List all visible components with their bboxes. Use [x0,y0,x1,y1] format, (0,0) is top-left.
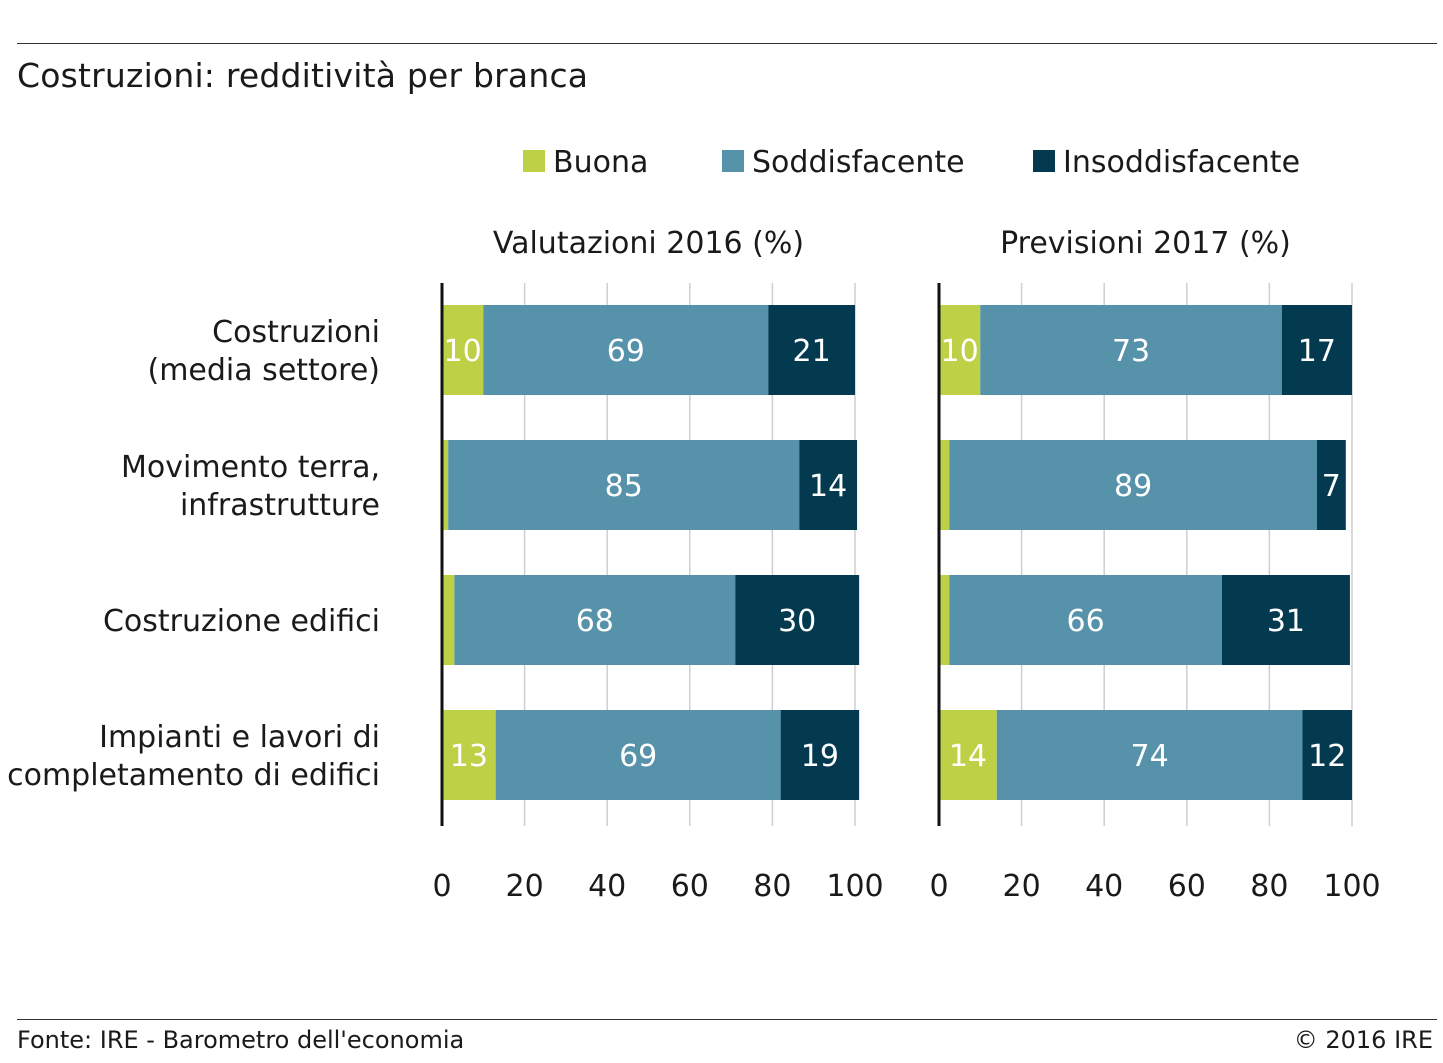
bar-1-0-insoddisfacente [1281,305,1352,395]
x-tick-label-0-4: 80 [753,869,791,904]
legend-label-soddisfacente: Soddisfacente [752,145,965,180]
data-label-1-3-insoddisfacente: 12 [1308,739,1346,774]
chart-title: Costruzioni: redditività per branca [17,56,589,95]
category-label-line: Movimento terra, [121,450,380,485]
bar-1-2-insoddisfacente [1221,575,1350,665]
x-tick-label-0-0: 0 [432,869,451,904]
category-label-3: Impianti e lavori di completamento di edi… [7,720,380,793]
data-label-0-0-insoddisfacente: 21 [793,334,831,369]
bar-1-3-insoddisfacente [1302,710,1352,800]
category-label-line: infrastrutture [180,488,380,523]
legend-label-insoddisfacente: Insoddisfacente [1063,145,1300,180]
bar-0-0-soddisfacente [483,305,769,395]
legend-label-buona: Buona [553,145,648,180]
source-note: Fonte: IRE - Barometro dell'economia [17,1026,465,1054]
data-label-0-1-soddisfacente: 85 [605,469,643,504]
category-label-line: Impianti e lavori di [99,720,380,755]
data-label-0-3-buona: 13 [450,739,488,774]
bar-0-2-insoddisfacente [735,575,860,665]
bar-1-0-buona [939,305,981,395]
bar-0-3-insoddisfacente [780,710,860,800]
bar-1-3-soddisfacente [996,710,1303,800]
data-label-0-2-soddisfacente: 68 [576,604,614,639]
stacked-bar-chart: Buona Soddisfacente Insoddisfacente Valutaz… [7,145,1381,904]
bar-1-3-buona [939,710,997,800]
data-label-0-2-insoddisfacente: 30 [778,604,816,639]
category-label-1: Movimento terra, infrastrutture [121,450,380,523]
data-label-0-0-buona: 10 [444,334,482,369]
category-label-2: Costruzione edifici [103,604,380,639]
data-label-0-1-insoddisfacente: 14 [809,469,847,504]
category-label-0: Costruzioni (media settore) [148,315,381,388]
category-label-line: (media settore) [148,353,381,388]
category-label-line: Costruzione edifici [103,604,380,639]
x-tick-label-1-4: 80 [1250,869,1288,904]
bar-1-2-soddisfacente [949,575,1222,665]
x-tick-label-0-2: 40 [588,869,626,904]
data-label-1-2-soddisfacente: 66 [1067,604,1105,639]
copyright-note: © 2016 IRE [1293,1026,1433,1054]
x-tick-label-0-5: 100 [826,869,883,904]
x-tick-label-0-1: 20 [506,869,544,904]
legend-swatch-buona [523,150,545,172]
data-label-1-3-buona: 14 [949,739,987,774]
x-tick-label-1-5: 100 [1323,869,1380,904]
data-label-1-0-insoddisfacente: 17 [1298,334,1336,369]
x-tick-label-0-3: 60 [671,869,709,904]
panel-title-0: Valutazioni 2016 (%) [493,226,804,261]
x-tick-label-1-0: 0 [929,869,948,904]
panel-title-1: Previsioni 2017 (%) [1000,226,1291,261]
data-label-1-3-soddisfacente: 74 [1131,739,1169,774]
bar-0-1-soddisfacente [448,440,800,530]
x-tick-label-1-2: 40 [1085,869,1123,904]
category-label-line: Costruzioni [212,315,380,350]
bar-0-0-insoddisfacente [768,305,855,395]
category-label-line: completamento di edifici [7,758,380,793]
legend-swatch-soddisfacente [722,150,744,172]
data-label-1-0-soddisfacente: 73 [1112,334,1150,369]
x-tick-label-1-3: 60 [1168,869,1206,904]
data-label-1-1-soddisfacente: 89 [1114,469,1152,504]
data-label-1-2-insoddisfacente: 31 [1267,604,1305,639]
legend-swatch-insoddisfacente [1033,150,1055,172]
bar-1-0-soddisfacente [980,305,1282,395]
bar-1-1-soddisfacente [949,440,1317,530]
data-label-1-1-insoddisfacente: 7 [1322,469,1341,504]
bar-0-2-buona [442,575,455,665]
data-label-0-0-soddisfacente: 69 [607,334,645,369]
bar-1-1-buona [939,440,950,530]
data-label-0-3-soddisfacente: 69 [619,739,657,774]
x-tick-label-1-1: 20 [1003,869,1041,904]
bottom-rule [17,1019,1437,1020]
data-label-0-3-insoddisfacente: 19 [801,739,839,774]
top-rule [17,43,1437,44]
bar-1-1-insoddisfacente [1316,440,1346,530]
bar-0-2-soddisfacente [454,575,736,665]
bar-0-0-buona [442,305,484,395]
bar-0-3-buona [442,710,496,800]
data-label-1-0-buona: 10 [941,334,979,369]
bar-1-2-buona [939,575,950,665]
bar-0-1-buona [442,440,449,530]
bar-0-1-insoddisfacente [799,440,858,530]
bar-0-3-soddisfacente [495,710,781,800]
